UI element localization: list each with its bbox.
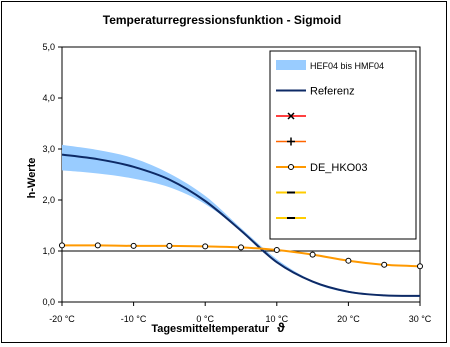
y-tick-label: 0,0 xyxy=(42,297,55,307)
de-hko03-point xyxy=(417,263,423,270)
sigmoid-chart: Temperaturregressionsfunktion - Sigmoid … xyxy=(26,13,432,335)
de-hko03-point xyxy=(273,246,280,253)
de-hko03-point xyxy=(166,242,173,249)
de-hko03-point xyxy=(59,242,65,249)
x-tick-label: 30 °C xyxy=(409,314,432,324)
legend-item xyxy=(276,112,306,120)
legend-marker-circle xyxy=(288,164,294,170)
legend-marker-x xyxy=(287,112,295,120)
legend: HEF04 bis HMF04 Referenz DE_HKO03 xyxy=(269,50,417,240)
x-axis-label-text: Tagesmitteltemperatur xyxy=(151,323,269,335)
x-tick-label: 10 °C xyxy=(265,314,288,324)
de-hko03-point xyxy=(94,242,101,249)
y-tick-label: 1,0 xyxy=(42,246,55,256)
de-hko03-point xyxy=(238,244,244,251)
y-axis-label: h-Werte xyxy=(26,158,38,199)
legend-box xyxy=(269,50,417,240)
chart-title: Temperaturregressionsfunktion - Sigmoid xyxy=(103,13,341,27)
de-hko03-point xyxy=(381,261,388,268)
de-hko03-point xyxy=(202,243,209,250)
legend-label: DE_HKO03 xyxy=(310,162,367,174)
y-tick-label: 3,0 xyxy=(42,144,55,154)
x-tick-label: -10 °C xyxy=(121,314,147,324)
x-tick-label: 20 °C xyxy=(337,314,360,324)
y-tick-label: 5,0 xyxy=(42,42,55,52)
legend-item: Referenz xyxy=(276,86,355,98)
legend-item xyxy=(276,137,306,146)
x-tick-label: 0 °C xyxy=(196,314,214,324)
y-tick-label: 4,0 xyxy=(42,93,55,103)
series-line-referenz xyxy=(61,153,421,297)
legend-item: HEF04 bis HMF04 xyxy=(276,60,384,71)
x-tick-label: -20 °C xyxy=(49,314,75,324)
de-hko03-point xyxy=(345,257,352,264)
x-axis-symbol: ϑ xyxy=(277,320,285,335)
legend-swatch-band xyxy=(276,60,306,70)
de-hko03-point xyxy=(130,242,137,249)
x-axis-label: Tagesmitteltemperatur ϑ xyxy=(151,320,285,335)
legend-item: DE_HKO03 xyxy=(276,162,367,174)
y-tick-label: 2,0 xyxy=(42,195,55,205)
chart-frame: Temperaturregressionsfunktion - Sigmoid … xyxy=(1,1,447,343)
de-hko03-point xyxy=(309,251,316,258)
legend-marker-plus xyxy=(287,137,295,146)
legend-label: HEF04 bis HMF04 xyxy=(310,61,384,71)
legend-label: Referenz xyxy=(310,86,355,98)
